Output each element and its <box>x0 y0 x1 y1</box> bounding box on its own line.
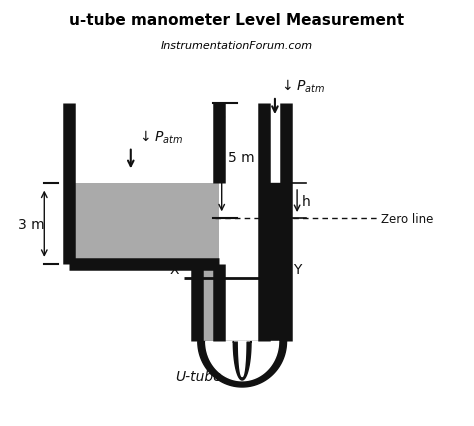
Text: InstrumentationForum.com: InstrumentationForum.com <box>161 40 313 50</box>
Text: U-tube: U-tube <box>175 369 222 383</box>
Text: 3 m: 3 m <box>18 217 44 231</box>
Text: Y: Y <box>292 262 301 276</box>
Text: 5 m: 5 m <box>228 151 255 165</box>
Text: $\downarrow P_{atm}$: $\downarrow P_{atm}$ <box>279 78 325 95</box>
Text: h: h <box>301 195 310 208</box>
Text: u-tube manometer Level Measurement: u-tube manometer Level Measurement <box>69 13 405 28</box>
Text: $\downarrow P_{atm}$: $\downarrow P_{atm}$ <box>137 128 183 146</box>
Text: X: X <box>170 262 180 276</box>
Text: Zero line: Zero line <box>382 213 434 225</box>
